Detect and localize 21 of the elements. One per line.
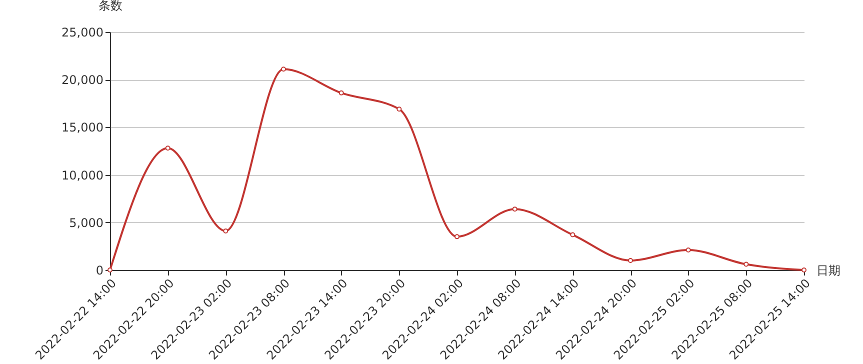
- point: [512, 206, 518, 212]
- point: [686, 248, 691, 253]
- y-axis-title: 条数: [98, 0, 122, 12]
- point: [628, 258, 633, 263]
- y-tick-label: 25,000: [62, 26, 104, 40]
- x-axis-title: 日期: [816, 264, 840, 278]
- y-tick-label: 5,000: [69, 216, 104, 230]
- point: [108, 268, 112, 272]
- point: [281, 66, 286, 72]
- y-tick-label: 20,000: [62, 73, 104, 88]
- point: [454, 234, 460, 240]
- y-tick-label: 0: [96, 264, 104, 278]
- point: [165, 146, 170, 151]
- point: [570, 232, 576, 238]
- point: [223, 228, 228, 234]
- point: [802, 268, 806, 272]
- point: [396, 106, 402, 112]
- y-tick-label: 15,000: [62, 120, 104, 135]
- point: [744, 262, 749, 267]
- y-tick-label: 10,000: [62, 168, 104, 182]
- point: [338, 90, 344, 96]
